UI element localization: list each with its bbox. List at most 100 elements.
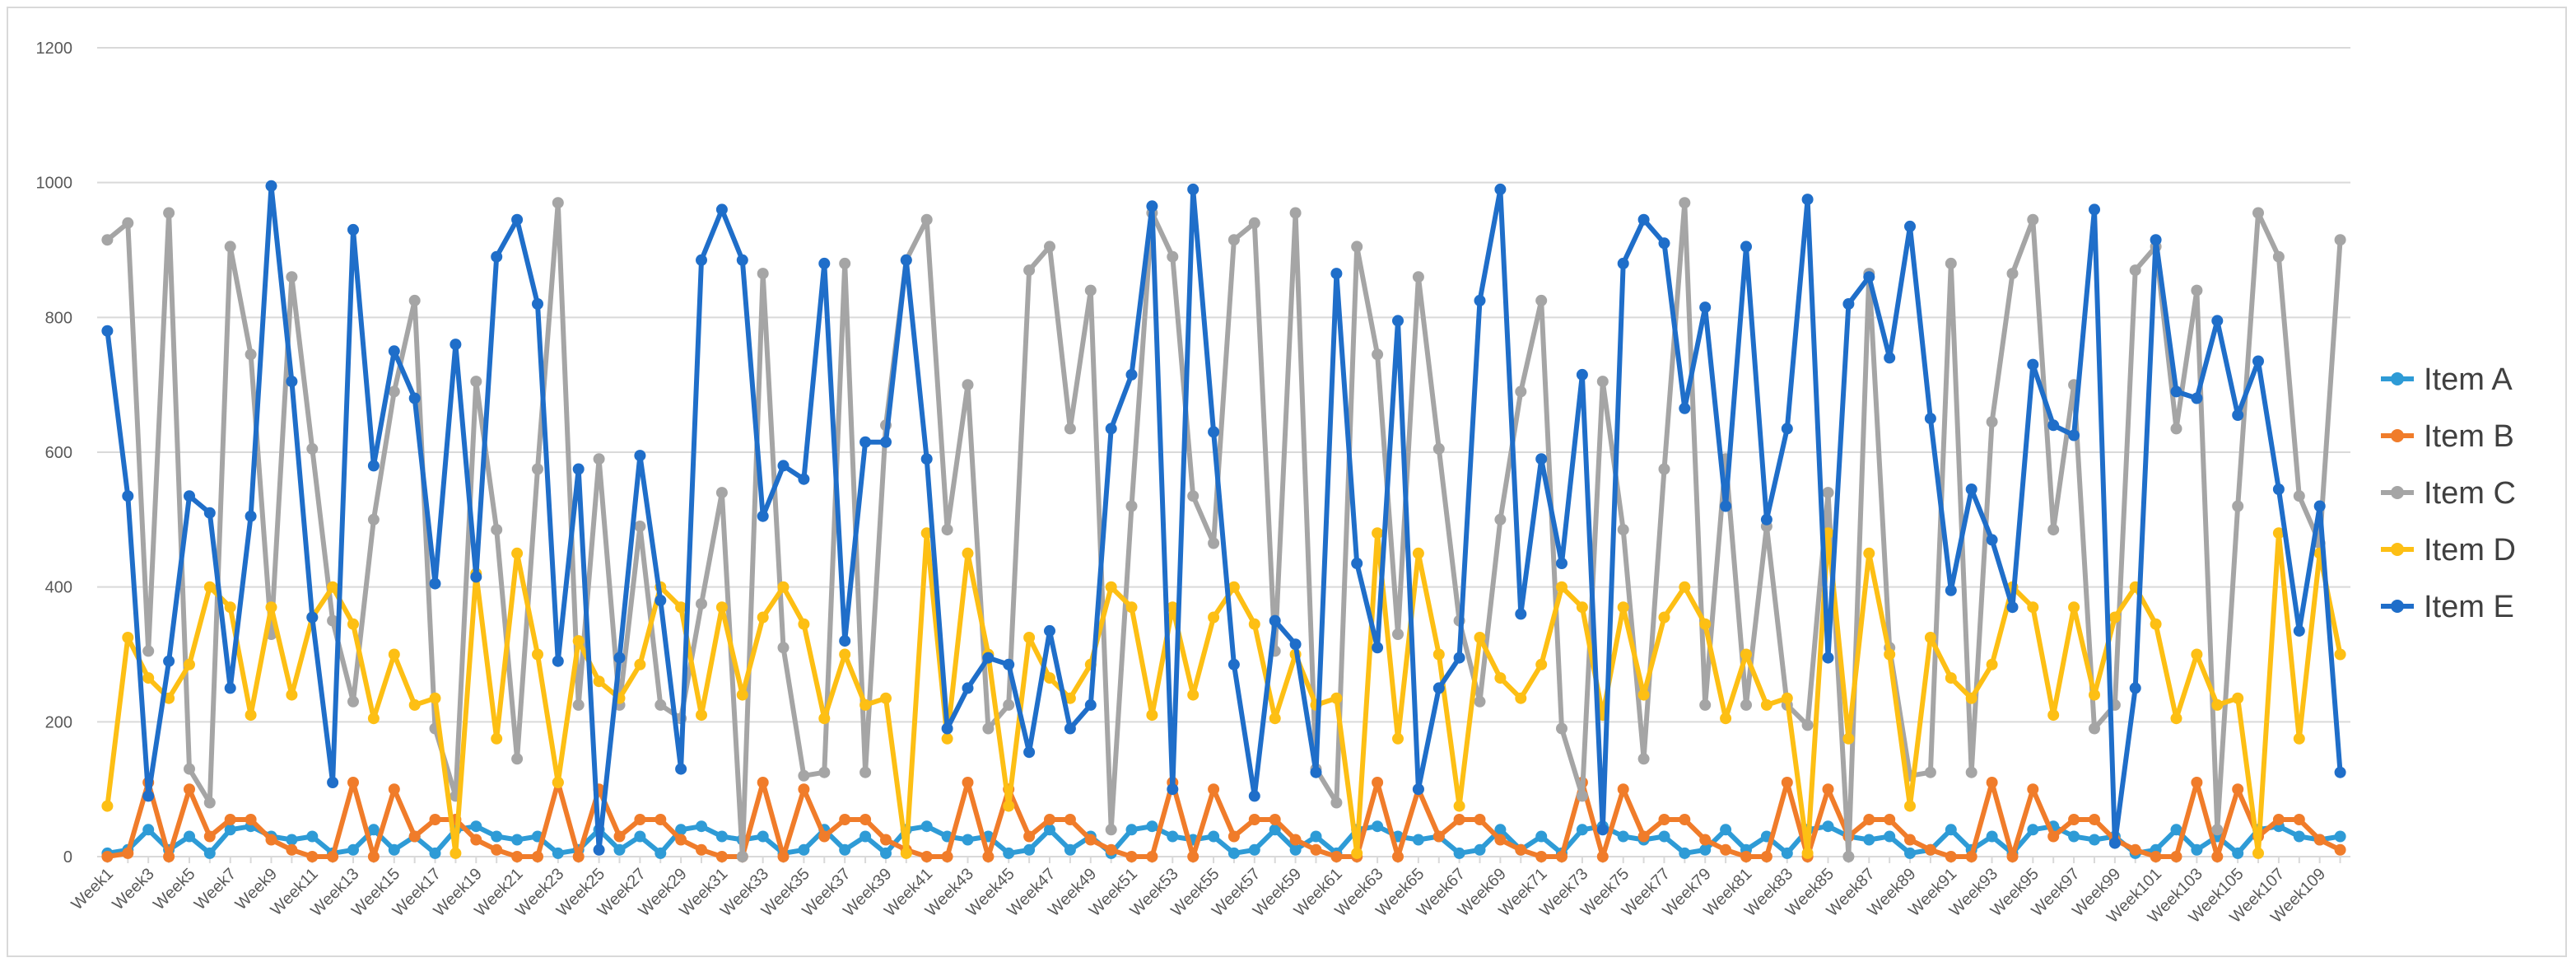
- data-point: [818, 257, 831, 269]
- data-point: [2047, 419, 2060, 432]
- data-point: [101, 234, 114, 246]
- data-point: [1986, 534, 1998, 546]
- data-point: [1023, 264, 1036, 277]
- data-point: [1720, 500, 1732, 512]
- data-point: [1269, 824, 1281, 836]
- data-point: [224, 601, 236, 614]
- data-point: [1556, 558, 1567, 569]
- data-point: [286, 843, 298, 856]
- data-point: [429, 577, 441, 590]
- data-point: [880, 834, 892, 846]
- data-point: [1208, 537, 1220, 549]
- data-point: [347, 618, 359, 630]
- data-point: [1781, 692, 1793, 704]
- y-tick-label: 1200: [36, 40, 73, 58]
- data-point: [654, 698, 667, 711]
- data-point: [2170, 712, 2182, 725]
- data-point: [1453, 814, 1465, 825]
- legend-label: Item B: [2424, 419, 2514, 454]
- legend-swatch-marker: [2391, 600, 2404, 613]
- data-point: [1699, 618, 1712, 630]
- y-tick-label: 1000: [36, 175, 73, 193]
- data-point: [2232, 409, 2244, 421]
- data-point: [634, 830, 646, 843]
- data-point: [2129, 843, 2141, 856]
- data-point: [920, 527, 933, 540]
- data-point: [1884, 814, 1896, 825]
- data-point: [2027, 783, 2039, 796]
- data-point: [224, 824, 236, 836]
- data-point: [491, 524, 503, 536]
- data-point: [388, 385, 400, 398]
- data-point: [408, 392, 421, 404]
- data-point: [1679, 402, 1691, 414]
- data-point: [2252, 207, 2264, 219]
- data-point: [1289, 834, 1302, 846]
- data-point: [572, 851, 585, 862]
- data-point: [1064, 843, 1076, 856]
- data-point: [1474, 294, 1486, 306]
- data-point: [286, 834, 298, 846]
- data-point: [1822, 527, 1834, 540]
- data-point: [1003, 698, 1015, 711]
- data-point: [818, 766, 831, 778]
- data-point: [429, 692, 441, 704]
- data-point: [1125, 851, 1138, 862]
- data-point: [1432, 682, 1445, 694]
- data-point: [1494, 672, 1507, 684]
- data-point: [306, 830, 319, 843]
- data-point: [203, 507, 216, 519]
- data-point: [572, 463, 585, 475]
- data-point: [1227, 847, 1240, 859]
- data-point: [818, 830, 831, 843]
- data-point: [2334, 234, 2346, 246]
- data-point: [1801, 847, 1814, 859]
- data-point: [2211, 315, 2224, 327]
- data-point: [1105, 423, 1117, 435]
- data-point: [1412, 271, 1424, 283]
- data-point: [1084, 284, 1097, 297]
- data-point: [941, 722, 953, 735]
- data-point: [2047, 524, 2060, 536]
- data-point: [1945, 824, 1957, 836]
- data-point: [1617, 783, 1629, 796]
- data-point: [1208, 783, 1220, 796]
- data-point: [1227, 830, 1240, 843]
- data-point: [1945, 584, 1957, 596]
- legend-label: Item A: [2424, 362, 2513, 397]
- data-point: [532, 298, 543, 310]
- data-point: [1617, 524, 1629, 536]
- data-point: [1515, 692, 1527, 704]
- data-point: [408, 698, 421, 711]
- data-point: [470, 834, 482, 846]
- data-point: [1208, 611, 1220, 624]
- data-point: [142, 824, 155, 836]
- data-point: [327, 777, 339, 788]
- data-point: [1023, 830, 1036, 843]
- data-point: [1023, 843, 1036, 856]
- data-point: [696, 254, 707, 266]
- data-point: [1842, 298, 1855, 310]
- data-point: [450, 339, 462, 351]
- data-point: [634, 814, 646, 825]
- data-point: [552, 777, 564, 788]
- data-point: [511, 213, 524, 226]
- data-point: [696, 820, 707, 833]
- data-point: [1658, 830, 1670, 843]
- data-point: [818, 712, 831, 725]
- data-point: [962, 682, 974, 694]
- data-point: [1822, 652, 1834, 664]
- data-point: [552, 197, 564, 209]
- data-point: [2068, 830, 2080, 843]
- data-point: [2211, 824, 2224, 836]
- data-point: [715, 830, 728, 843]
- x-tick-label: Week1: [68, 865, 117, 913]
- data-point: [101, 800, 114, 812]
- data-point: [1003, 800, 1015, 812]
- legend-swatch-marker: [2391, 429, 2404, 442]
- data-point: [1679, 814, 1691, 825]
- data-point: [511, 834, 524, 846]
- data-point: [1044, 824, 1055, 836]
- y-tick-label: 400: [45, 579, 72, 597]
- data-point: [1269, 712, 1281, 725]
